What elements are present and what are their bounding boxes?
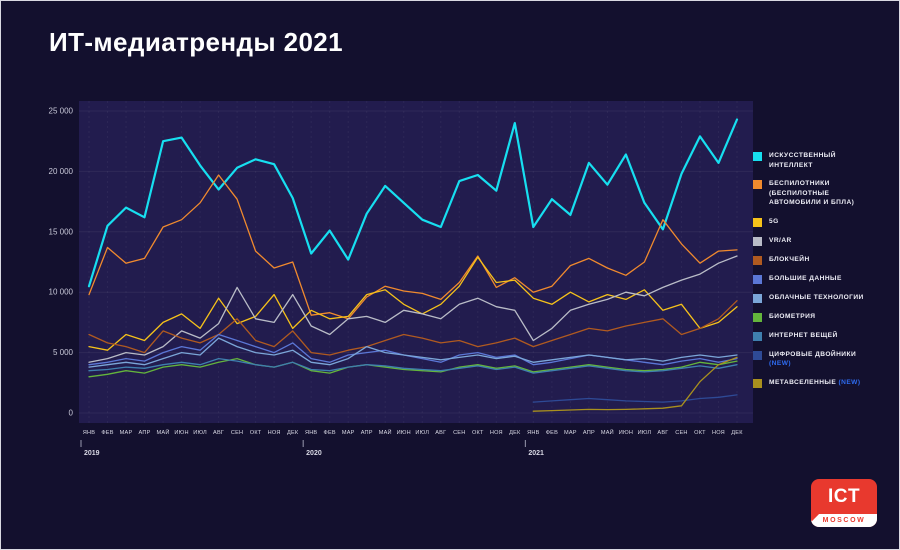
y-axis-label: 20 000 bbox=[49, 167, 74, 176]
x-axis-month-label: ФЕВ bbox=[324, 430, 336, 436]
legend-swatch-5g bbox=[753, 217, 762, 227]
y-axis-label: 25 000 bbox=[49, 107, 74, 116]
legend-label: БОЛЬШИЕ ДАННЫЕ bbox=[769, 274, 842, 282]
x-axis-month-label: ОКТ bbox=[472, 430, 484, 436]
x-axis-month-label: СЕН bbox=[231, 430, 243, 436]
x-axis-month-label: МАЙ bbox=[601, 428, 614, 436]
x-axis-year-label: 2021 bbox=[528, 450, 544, 457]
legend-label: ОБЛАЧНЫЕ ТЕХНОЛОГИИ bbox=[769, 293, 864, 301]
series-line-blockchain bbox=[88, 300, 738, 356]
series-line-biometrics bbox=[88, 357, 738, 378]
legend-item-big-data: БОЛЬШИЕ ДАННЫЕ bbox=[753, 274, 885, 284]
x-axis-month-label: ОКТ bbox=[250, 430, 262, 436]
series-line-cloud bbox=[88, 337, 738, 368]
plot-panel bbox=[79, 101, 753, 423]
x-axis-month-label: ИЮН bbox=[619, 430, 633, 436]
x-axis-month-label: АПР bbox=[139, 430, 151, 436]
legend-label: ИНТЕРНЕТ ВЕЩЕЙ bbox=[769, 331, 838, 339]
x-axis-month-label: МАР bbox=[564, 430, 577, 436]
x-axis-month-label: АВГ bbox=[213, 430, 224, 436]
x-axis-month-label: ОКТ bbox=[694, 430, 706, 436]
x-axis-month-label: НОЯ bbox=[490, 430, 503, 436]
legend-item-digital-twins: ЦИФРОВЫЕ ДВОЙНИКИ (NEW) bbox=[753, 350, 885, 369]
legend-label: VR/AR bbox=[769, 236, 792, 244]
x-axis-month-label: ФЕВ bbox=[101, 430, 113, 436]
legend-item-blockchain: БЛОКЧЕЙН bbox=[753, 255, 885, 265]
x-axis-month-label: МАЙ bbox=[157, 428, 170, 436]
x-axis-month-label: ИЮЛ bbox=[638, 430, 652, 436]
legend-swatch-big-data bbox=[753, 274, 762, 284]
x-axis-month-label: ИЮН bbox=[174, 430, 188, 436]
logo-text: ICT bbox=[827, 485, 861, 507]
legend-swatch-metaverse bbox=[753, 378, 762, 388]
series-line-iot bbox=[88, 357, 738, 374]
x-axis-month-label: МАР bbox=[120, 430, 133, 436]
x-axis-month-label: АПР bbox=[583, 430, 595, 436]
x-axis-month-label: ДЕК bbox=[731, 430, 743, 436]
x-axis-month-label: ИЮЛ bbox=[193, 430, 207, 436]
x-axis-month-label: МАР bbox=[342, 430, 355, 436]
ict-moscow-logo: ICT MOSCOW bbox=[811, 479, 877, 527]
x-axis-month-label: ДЕК bbox=[287, 430, 299, 436]
x-axis-month-label: ЯНВ bbox=[83, 430, 95, 436]
series-line-drones bbox=[88, 174, 738, 320]
legend-label: БЕСПИЛОТНИКИ (БЕСПИЛОТНЫЕ АВТОМОБИЛИ И Б… bbox=[769, 180, 855, 207]
series-line-ai bbox=[87, 118, 739, 288]
logo-subtext: MOSCOW bbox=[811, 514, 877, 527]
legend-item-iot: ИНТЕРНЕТ ВЕЩЕЙ bbox=[753, 331, 885, 341]
y-axis-label: 5 000 bbox=[53, 348, 74, 357]
chart-legend: ИСКУССТВЕННЫЙ ИНТЕЛЛЕКТ БЕСПИЛОТНИКИ (БЕС… bbox=[753, 151, 885, 388]
legend-item-5g: 5G bbox=[753, 217, 885, 227]
legend-swatch-blockchain bbox=[753, 255, 762, 265]
x-axis-month-label: ИЮЛ bbox=[415, 430, 429, 436]
x-axis-month-label: НОЯ bbox=[268, 430, 281, 436]
x-axis-month-label: НОЯ bbox=[712, 430, 725, 436]
x-axis-month-label: АВГ bbox=[657, 430, 668, 436]
legend-label: ИСКУССТВЕННЫЙ ИНТЕЛЛЕКТ bbox=[769, 152, 836, 169]
legend-label: БЛОКЧЕЙН bbox=[769, 255, 810, 263]
legend-item-metaverse: МЕТАВСЕЛЕННЫЕ (NEW) bbox=[753, 378, 885, 388]
legend-swatch-digital-twins bbox=[753, 350, 762, 360]
legend-swatch-iot bbox=[753, 331, 762, 341]
series-line-vr-ar bbox=[88, 255, 738, 363]
legend-item-vr-ar: VR/AR bbox=[753, 236, 885, 246]
legend-swatch-drones bbox=[753, 180, 762, 190]
legend-item-cloud: ОБЛАЧНЫЕ ТЕХНОЛОГИИ bbox=[753, 293, 885, 303]
legend-label: 5G bbox=[769, 217, 779, 225]
series-line-metaverse bbox=[532, 356, 738, 412]
series-line-5g bbox=[88, 256, 738, 351]
legend-new-badge: (NEW) bbox=[769, 360, 792, 368]
x-axis-month-label: ЯНВ bbox=[305, 430, 317, 436]
legend-swatch-biometrics bbox=[753, 312, 762, 322]
legend-new-badge: (NEW) bbox=[836, 378, 861, 386]
x-axis-month-label: ЯНВ bbox=[527, 430, 539, 436]
x-axis-month-label: СЕН bbox=[453, 430, 465, 436]
legend-swatch-cloud bbox=[753, 293, 762, 303]
x-axis-month-label: АВГ bbox=[435, 430, 446, 436]
legend-label: ЦИФРОВЫЕ ДВОЙНИКИ (NEW) bbox=[769, 350, 857, 368]
x-axis-month-label: ФЕВ bbox=[546, 430, 558, 436]
trends-line-chart: 0 5 000 10 000 15 000 20 000 25 000 ЯНВ ФЕВ МАР А… bbox=[49, 101, 753, 457]
legend-item-drones: БЕСПИЛОТНИКИ (БЕСПИЛОТНЫЕ АВТОМОБИЛИ И Б… bbox=[753, 179, 885, 208]
x-axis-year-label: 2019 bbox=[84, 450, 100, 457]
legend-item-ai: ИСКУССТВЕННЫЙ ИНТЕЛЛЕКТ bbox=[753, 151, 885, 170]
y-axis-label: 0 bbox=[69, 409, 74, 418]
x-axis-month-label: СЕН bbox=[675, 430, 687, 436]
legend-label: БИОМЕТРИЯ bbox=[769, 312, 816, 320]
y-axis-label: 10 000 bbox=[49, 288, 74, 297]
series-line-digital-twins bbox=[532, 394, 738, 403]
legend-swatch-ai bbox=[753, 152, 762, 161]
x-axis-month-label: ДЕК bbox=[509, 430, 521, 436]
x-axis-year-label: 2020 bbox=[306, 450, 322, 457]
y-axis-label: 15 000 bbox=[49, 227, 74, 236]
legend-item-biometrics: БИОМЕТРИЯ bbox=[753, 312, 885, 322]
x-axis-month-label: АПР bbox=[361, 430, 373, 436]
page-title: ИТ-медиатренды 2021 bbox=[49, 27, 344, 57]
legend-label: МЕТАВСЕЛЕННЫЕ (NEW) bbox=[769, 378, 861, 386]
legend-swatch-vr-ar bbox=[753, 236, 762, 246]
x-axis-month-label: МАЙ bbox=[379, 428, 392, 436]
x-axis-month-label: ИЮН bbox=[397, 430, 411, 436]
